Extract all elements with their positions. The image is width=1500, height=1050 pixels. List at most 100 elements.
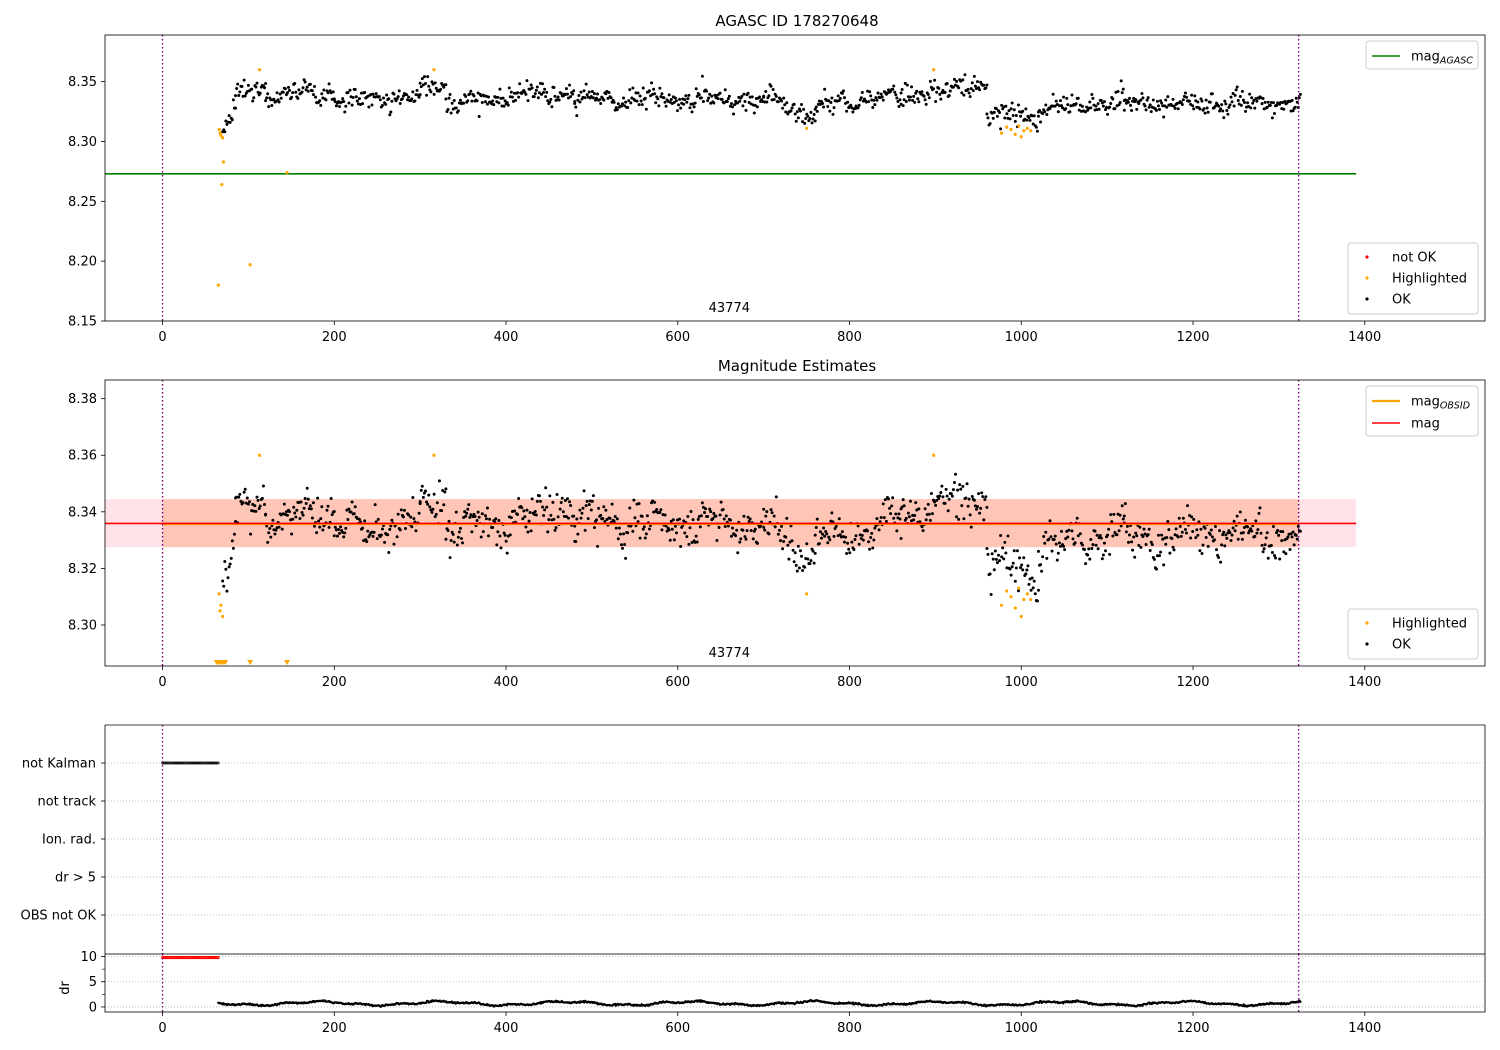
ok-point — [380, 103, 384, 107]
ok-point — [693, 101, 697, 105]
ok-point — [917, 507, 921, 511]
ok-point — [1293, 105, 1297, 109]
ok-point — [347, 507, 351, 511]
ok-point — [604, 92, 608, 96]
ok-point — [1229, 538, 1233, 542]
ok-point — [522, 509, 526, 513]
ok-point — [485, 506, 489, 510]
ok-point — [1028, 118, 1032, 122]
ok-point — [1272, 112, 1276, 116]
highlighted-point — [804, 126, 809, 130]
ok-point — [316, 496, 320, 500]
ok-point — [402, 508, 406, 512]
ok-point — [1019, 114, 1023, 118]
ok-point — [812, 561, 816, 565]
ok-point — [1247, 531, 1251, 535]
ok-point — [291, 517, 295, 521]
ok-point — [418, 93, 422, 97]
ok-point — [576, 532, 580, 536]
ok-point — [579, 516, 583, 520]
ok-point — [468, 515, 472, 519]
ok-point — [1086, 553, 1090, 557]
ok-point — [868, 547, 872, 551]
ok-point — [1074, 102, 1078, 106]
ok-point — [310, 89, 314, 93]
ok-point — [1076, 96, 1080, 100]
ok-point — [1159, 550, 1163, 554]
x-tick-label: 0 — [158, 330, 166, 345]
ok-point — [948, 89, 952, 93]
ok-point — [373, 503, 377, 507]
ok-point — [1100, 557, 1104, 561]
ok-point — [1129, 103, 1133, 107]
ok-point — [702, 511, 706, 515]
ok-point — [770, 511, 774, 515]
ok-point — [1272, 554, 1276, 558]
ok-point — [1080, 104, 1084, 108]
ok-point — [844, 535, 848, 539]
ok-point — [1189, 536, 1193, 540]
ok-point — [234, 106, 238, 110]
ok-point — [1101, 104, 1105, 108]
ok-point — [1112, 512, 1116, 516]
ok-point — [526, 530, 530, 534]
ok-point — [353, 505, 357, 509]
ok-point — [1087, 547, 1091, 551]
ok-point — [1111, 534, 1115, 538]
ok-point — [569, 95, 573, 99]
ok-point — [501, 96, 505, 100]
highlighted-points — [216, 68, 1033, 287]
ok-point — [998, 559, 1002, 563]
ok-point — [811, 549, 815, 553]
ok-point — [318, 525, 322, 529]
ok-point — [907, 515, 911, 519]
legend-label-base: mag — [1411, 417, 1440, 432]
ok-point — [687, 93, 691, 97]
ok-point — [427, 493, 431, 497]
ok-point — [1126, 540, 1130, 544]
ok-point — [954, 472, 958, 476]
ok-point — [470, 99, 474, 103]
ok-point — [586, 517, 590, 521]
ok-point — [827, 99, 831, 103]
ok-point — [725, 100, 729, 104]
ok-point — [689, 510, 693, 514]
ok-point — [1263, 543, 1267, 547]
ok-point — [715, 539, 719, 543]
ok-point — [505, 101, 509, 105]
ok-point — [568, 83, 572, 87]
ok-point — [350, 500, 354, 504]
ok-point — [475, 518, 479, 522]
ok-point — [816, 102, 820, 106]
ok-point — [492, 103, 496, 107]
ok-point — [1062, 544, 1066, 548]
ok-point — [263, 86, 267, 90]
ok-point — [573, 524, 577, 528]
ok-point — [1039, 563, 1043, 567]
ok-point — [609, 96, 613, 100]
ok-point — [1184, 95, 1188, 99]
ok-point — [1239, 103, 1243, 107]
ok-point — [1078, 532, 1082, 536]
ok-point — [741, 528, 745, 532]
ok-point — [290, 95, 294, 99]
ok-point — [509, 516, 513, 520]
ok-point — [548, 494, 552, 498]
ok-point — [802, 107, 806, 111]
ok-point — [512, 509, 516, 513]
ok-point — [353, 87, 357, 91]
ok-point — [421, 495, 425, 499]
ok-point — [240, 84, 244, 88]
ok-point — [552, 86, 556, 90]
ok-point — [853, 538, 857, 542]
ok-point — [662, 96, 666, 100]
ok-point — [812, 113, 816, 117]
ok-point — [990, 552, 994, 556]
ok-point — [452, 98, 456, 102]
ok-point — [1269, 544, 1273, 548]
ok-point — [280, 527, 284, 531]
ok-point — [1196, 100, 1200, 104]
ok-point — [806, 557, 810, 561]
ok-point — [650, 81, 654, 85]
